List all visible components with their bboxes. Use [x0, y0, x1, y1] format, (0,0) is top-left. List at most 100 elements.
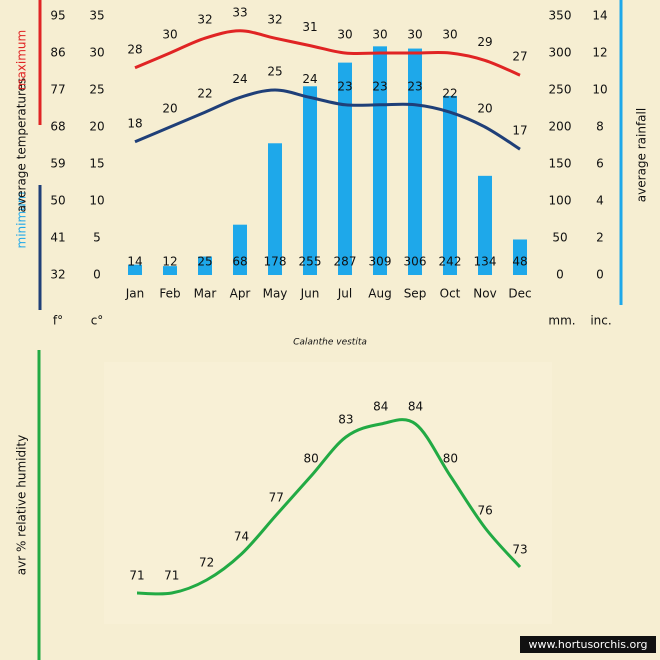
min-label: minimum: [15, 192, 29, 249]
f-tick-label: 95: [50, 9, 65, 23]
temp-value-label: 22: [442, 87, 457, 101]
humidity-value-label: 74: [234, 530, 249, 544]
x-tick-label: Jul: [337, 287, 352, 301]
humidity-value-label: 76: [478, 504, 493, 518]
humidity-panel: [104, 362, 552, 624]
rain-label: average rainfall: [635, 108, 649, 202]
temp-value-label: 31: [302, 20, 317, 34]
x-tick-label: Nov: [473, 287, 496, 301]
f-tick-label: 41: [50, 231, 65, 245]
mm-tick-label: 50: [552, 231, 567, 245]
temp-value-label: 18: [127, 116, 142, 130]
temp-value-label: 30: [407, 28, 422, 42]
subtitle: Calanthe vestita: [293, 338, 367, 348]
rain-bar: [338, 62, 352, 276]
rain-value-label: 134: [474, 255, 497, 269]
humidity-label: avr % relative humidity: [15, 435, 29, 576]
f-tick-label: 68: [50, 120, 65, 134]
rain-value-label: 255: [299, 255, 322, 269]
temp-value-label: 23: [372, 79, 387, 93]
mm-tick-label: 250: [549, 83, 572, 97]
in-tick-label: 0: [596, 268, 604, 282]
c-tick-label: 10: [89, 194, 104, 208]
temp-value-label: 30: [372, 28, 387, 42]
f-tick-label: 32: [50, 268, 65, 282]
temp-value-label: 30: [337, 28, 352, 42]
x-tick-label: Oct: [440, 287, 461, 301]
in-tick-label: 10: [592, 83, 607, 97]
in-tick-label: 2: [596, 231, 604, 245]
c-tick-label: 30: [89, 46, 104, 60]
temp-value-label: 23: [337, 79, 352, 93]
credit: www.hortusorchis.org: [528, 638, 647, 651]
mm-tick-label: 0: [556, 268, 564, 282]
f-tick-label: 86: [50, 46, 65, 60]
rain-bar: [198, 256, 212, 275]
humidity-line: [136, 418, 522, 596]
rain-bar: [443, 95, 457, 275]
in-tick-label: 4: [596, 194, 604, 208]
temp-label-group: minimum average temperatures maximum: [15, 30, 29, 249]
rain-bar: [303, 86, 317, 275]
rain-value-label: 309: [369, 255, 392, 269]
x-tick-label: Sep: [404, 287, 427, 301]
rain-value-label: 287: [334, 255, 357, 269]
c-tick-label: 20: [89, 120, 104, 134]
humidity-value-label: 80: [443, 452, 458, 466]
temp-value-label: 17: [512, 124, 527, 138]
in-unit: inc.: [590, 314, 611, 328]
max-label: maximum: [15, 30, 29, 90]
rain-bar: [268, 143, 282, 275]
in-tick-label: 8: [596, 120, 604, 134]
mm-tick-label: 350: [549, 9, 572, 23]
rain-bar: [478, 175, 492, 275]
rain-value-label: 68: [232, 255, 247, 269]
temp-value-label: 32: [267, 13, 282, 27]
rain-value-label: 14: [127, 255, 142, 269]
mm-tick-label: 300: [549, 46, 572, 60]
temp-value-label: 23: [407, 79, 422, 93]
temp-value-label: 25: [267, 65, 282, 79]
rain-value-label: 242: [439, 255, 462, 269]
rain-value-label: 178: [264, 255, 287, 269]
x-tick-label: Jun: [300, 287, 320, 301]
x-tick-label: Mar: [194, 287, 217, 301]
rain-bar: [233, 224, 247, 275]
humidity-value-label: 84: [373, 400, 388, 414]
mm-tick-label: 100: [549, 194, 572, 208]
temp-value-label: 20: [162, 102, 177, 116]
x-tick-label: Feb: [159, 287, 180, 301]
f-unit: f°: [53, 314, 63, 328]
humidity-value-label: 72: [199, 556, 214, 570]
c-unit: c°: [91, 314, 104, 328]
x-tick-label: Apr: [230, 287, 251, 301]
humidity-value-label: 71: [164, 569, 179, 583]
x-tick-label: Aug: [368, 287, 391, 301]
c-tick-label: 25: [89, 83, 104, 97]
temp-label: average temperatures: [15, 78, 29, 213]
humidity-value-label: 80: [303, 452, 318, 466]
rain-value-label: 12: [162, 255, 177, 269]
c-tick-label: 15: [89, 157, 104, 171]
humidity-value-label: 73: [512, 543, 527, 557]
c-tick-label: 5: [93, 231, 101, 245]
humidity-value-label: 77: [269, 491, 284, 505]
temp-value-label: 27: [512, 50, 527, 64]
credit-bg: [520, 636, 656, 653]
rain-value-label: 25: [197, 255, 212, 269]
mm-tick-label: 150: [549, 157, 572, 171]
f-tick-label: 59: [50, 157, 65, 171]
temp-value-label: 20: [477, 102, 492, 116]
temp-value-label: 30: [162, 28, 177, 42]
temp-value-label: 22: [197, 87, 212, 101]
in-tick-label: 6: [596, 157, 604, 171]
temp-value-label: 28: [127, 42, 142, 56]
mm-unit: mm.: [548, 314, 575, 328]
c-tick-label: 0: [93, 268, 101, 282]
in-tick-label: 14: [592, 9, 607, 23]
rain-bar: [128, 264, 142, 275]
x-tick-label: Jan: [125, 287, 145, 301]
temp-value-label: 24: [302, 72, 317, 86]
c-tick-label: 35: [89, 9, 104, 23]
x-tick-label: Dec: [508, 287, 531, 301]
